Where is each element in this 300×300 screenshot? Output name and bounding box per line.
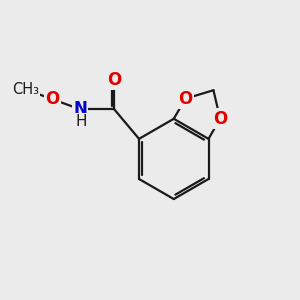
Text: N: N (73, 100, 87, 118)
Text: CH₃: CH₃ (12, 82, 39, 97)
Text: O: O (107, 70, 121, 88)
Text: O: O (45, 90, 59, 108)
Text: O: O (213, 110, 227, 128)
Text: H: H (76, 114, 87, 129)
Text: O: O (178, 90, 193, 108)
